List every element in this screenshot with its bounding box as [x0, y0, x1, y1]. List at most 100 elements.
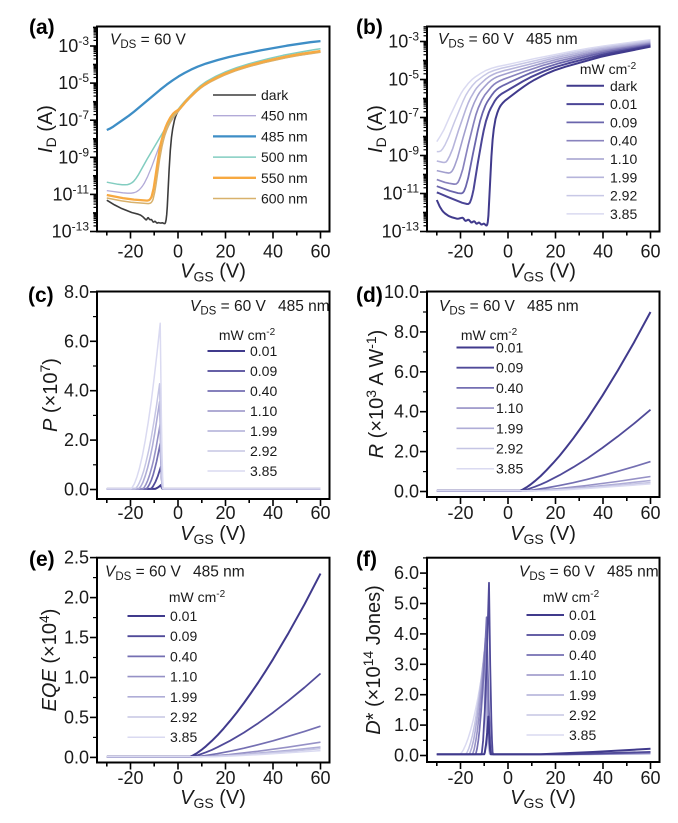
svg-text:4.0: 4.0 [394, 402, 419, 422]
svg-text:-20: -20 [117, 242, 143, 262]
svg-text:mW cm-2: mW cm-2 [461, 327, 518, 343]
svg-text:0: 0 [503, 503, 513, 523]
svg-text:-20: -20 [447, 503, 473, 523]
svg-text:R (×103 A W-1): R (×103 A W-1) [363, 330, 388, 459]
svg-text:VGS (V): VGS (V) [180, 523, 246, 547]
svg-text:VGS (V): VGS (V) [180, 261, 246, 285]
svg-text:40: 40 [593, 242, 613, 262]
svg-text:4.0: 4.0 [64, 381, 89, 401]
svg-text:mW cm-2: mW cm-2 [219, 327, 276, 343]
svg-text:VDS = 60 V 485 nm: VDS = 60 V 485 nm [439, 298, 579, 318]
svg-text:-20: -20 [117, 503, 143, 523]
svg-text:40: 40 [263, 242, 283, 262]
svg-text:3.85: 3.85 [250, 463, 277, 479]
svg-text:0: 0 [173, 503, 183, 523]
svg-text:0.0: 0.0 [64, 747, 89, 767]
svg-text:1.0: 1.0 [394, 715, 419, 735]
svg-text:(c): (c) [28, 284, 54, 307]
svg-text:VGS (V): VGS (V) [180, 787, 246, 811]
svg-text:2.92: 2.92 [170, 709, 197, 725]
svg-text:40: 40 [263, 768, 283, 788]
svg-text:0.40: 0.40 [496, 380, 523, 396]
svg-text:3.0: 3.0 [394, 654, 419, 674]
svg-text:1.10: 1.10 [250, 403, 277, 419]
svg-text:8.0: 8.0 [394, 322, 419, 342]
svg-text:0.09: 0.09 [496, 360, 523, 376]
svg-text:2.92: 2.92 [250, 443, 277, 459]
svg-text:20: 20 [215, 503, 235, 523]
svg-text:1.99: 1.99 [496, 420, 523, 436]
svg-text:(a): (a) [29, 16, 55, 39]
svg-text:60: 60 [640, 503, 660, 523]
svg-text:1.99: 1.99 [250, 423, 277, 439]
svg-text:2.0: 2.0 [394, 685, 419, 705]
svg-text:ID (A): ID (A) [365, 105, 389, 153]
svg-text:VDS = 60 V 485 nm: VDS = 60 V 485 nm [438, 31, 578, 51]
svg-text:mW cm-2: mW cm-2 [169, 589, 226, 605]
svg-text:60: 60 [310, 768, 330, 788]
svg-text:2.0: 2.0 [64, 430, 89, 450]
svg-text:20: 20 [215, 768, 235, 788]
svg-text:0: 0 [173, 242, 183, 262]
svg-text:1.0: 1.0 [64, 668, 89, 688]
svg-text:0.40: 0.40 [250, 383, 277, 399]
svg-text:500 nm: 500 nm [261, 149, 308, 165]
svg-text:5.0: 5.0 [394, 594, 419, 614]
svg-text:mW cm-2: mW cm-2 [580, 61, 637, 77]
svg-text:0.40: 0.40 [610, 133, 637, 149]
svg-text:dark: dark [610, 78, 638, 94]
svg-text:20: 20 [545, 242, 565, 262]
svg-text:3.85: 3.85 [569, 727, 596, 743]
svg-text:(e): (e) [29, 548, 55, 571]
svg-text:8.0: 8.0 [64, 282, 89, 302]
svg-text:-20: -20 [447, 768, 473, 788]
svg-text:1.99: 1.99 [569, 687, 596, 703]
svg-text:(f): (f) [356, 548, 377, 571]
svg-text:0: 0 [173, 768, 183, 788]
svg-text:0.0: 0.0 [394, 746, 419, 766]
svg-text:VDS = 60 V 485 nm: VDS = 60 V 485 nm [105, 564, 245, 584]
svg-text:20: 20 [545, 503, 565, 523]
svg-text:450 nm: 450 nm [261, 108, 308, 124]
svg-text:0.0: 0.0 [64, 480, 89, 500]
svg-text:60: 60 [310, 242, 330, 262]
svg-text:6.0: 6.0 [64, 331, 89, 351]
svg-text:0.01: 0.01 [250, 343, 277, 359]
svg-text:3.85: 3.85 [170, 729, 197, 745]
svg-text:0.40: 0.40 [569, 647, 596, 663]
svg-text:0.01: 0.01 [170, 608, 197, 624]
svg-text:20: 20 [545, 768, 565, 788]
svg-text:3.85: 3.85 [496, 461, 523, 477]
svg-text:1.10: 1.10 [610, 151, 637, 167]
svg-text:0: 0 [503, 768, 513, 788]
svg-text:EQE (×104): EQE (×104) [36, 609, 61, 712]
svg-text:1.10: 1.10 [170, 669, 197, 685]
svg-text:VDS = 60 V 485 nm: VDS = 60 V 485 nm [190, 298, 330, 318]
svg-text:2.5: 2.5 [64, 548, 89, 568]
svg-text:0.01: 0.01 [496, 340, 523, 356]
svg-text:40: 40 [263, 503, 283, 523]
svg-text:VGS (V): VGS (V) [510, 787, 576, 811]
svg-text:0.40: 0.40 [170, 648, 197, 664]
svg-text:0: 0 [503, 242, 513, 262]
svg-text:(d): (d) [356, 284, 383, 307]
svg-text:0.5: 0.5 [64, 707, 89, 727]
svg-text:1.10: 1.10 [496, 400, 523, 416]
svg-text:-20: -20 [447, 242, 473, 262]
svg-text:2.0: 2.0 [394, 442, 419, 462]
svg-text:20: 20 [215, 242, 235, 262]
svg-text:dark: dark [261, 87, 289, 103]
svg-text:0.09: 0.09 [610, 114, 637, 130]
svg-text:VDS = 60 V 485 nm: VDS = 60 V 485 nm [519, 564, 659, 584]
svg-text:2.92: 2.92 [610, 188, 637, 204]
svg-text:6.0: 6.0 [394, 563, 419, 583]
svg-text:1.5: 1.5 [64, 628, 89, 648]
svg-text:2.0: 2.0 [64, 588, 89, 608]
svg-text:0.01: 0.01 [569, 607, 596, 623]
svg-text:1.99: 1.99 [170, 689, 197, 705]
svg-text:0.09: 0.09 [569, 627, 596, 643]
svg-text:-20: -20 [117, 768, 143, 788]
svg-text:2.92: 2.92 [569, 707, 596, 723]
svg-text:2.92: 2.92 [496, 441, 523, 457]
svg-text:3.85: 3.85 [610, 206, 637, 222]
